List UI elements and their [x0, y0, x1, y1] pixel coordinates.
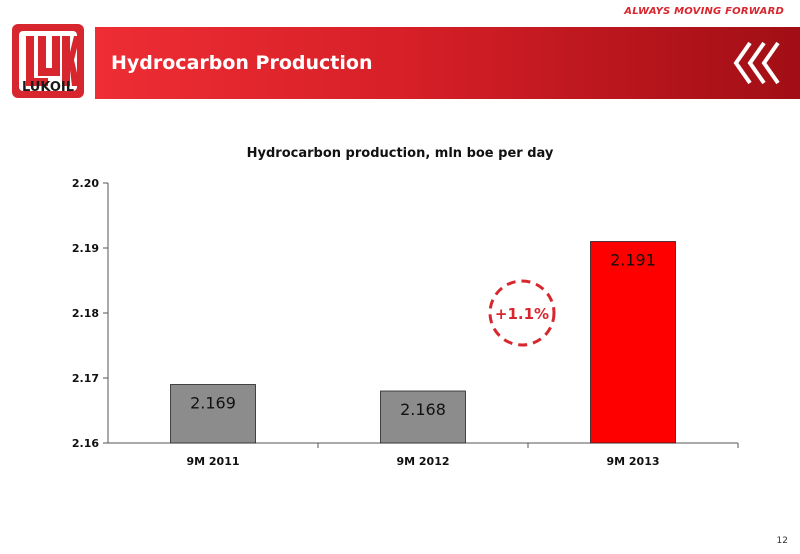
y-tick-label: 2.20	[72, 177, 99, 190]
x-tick-label: 9M 2012	[396, 455, 449, 468]
data-label: 2.191	[610, 251, 656, 270]
page-title: Hydrocarbon Production	[111, 52, 373, 74]
bar	[590, 241, 676, 444]
chevrons-icon	[733, 41, 780, 85]
tagline: ALWAYS MOVING FORWARD	[624, 6, 784, 17]
bar	[380, 390, 466, 444]
page-number: 12	[776, 536, 788, 546]
annotation-circle	[488, 279, 556, 347]
y-tick-label: 2.17	[72, 372, 99, 385]
x-tick-label: 9M 2013	[606, 455, 659, 468]
logo-text: LUKOIL	[21, 80, 75, 95]
bar	[170, 384, 256, 444]
header-band: Hydrocarbon Production	[95, 27, 800, 99]
y-tick-label: 2.18	[72, 307, 99, 320]
data-label: 2.169	[190, 394, 236, 413]
annotation-label: +1.1%	[495, 305, 549, 323]
y-tick-label: 2.19	[72, 242, 99, 255]
lukoil-logo-icon	[12, 24, 84, 98]
y-tick-label: 2.16	[72, 437, 99, 450]
data-label: 2.168	[400, 400, 446, 419]
chart-title: Hydrocarbon production, mln boe per day	[246, 146, 554, 161]
x-tick-label: 9M 2011	[186, 455, 239, 468]
